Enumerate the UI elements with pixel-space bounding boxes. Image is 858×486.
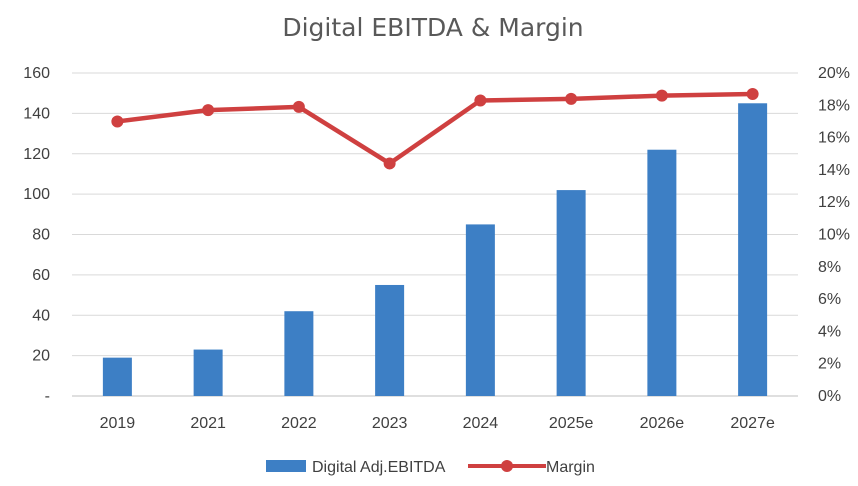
bar	[647, 149, 677, 396]
left-axis-tick-label: 100	[23, 186, 50, 203]
right-axis-tick-label: 20%	[818, 65, 850, 82]
margin-point	[565, 92, 578, 105]
left-axis-tick-label: 80	[32, 227, 50, 244]
line-series	[111, 87, 759, 170]
left-axis: - 20 40 60 80 100 120 140 160	[23, 65, 50, 405]
x-axis-tick-label: 2022	[281, 415, 317, 432]
margin-line	[117, 91, 753, 166]
legend: Digital Adj.EBITDA Margin	[266, 459, 595, 476]
margin-point	[292, 100, 305, 113]
x-axis-tick-label: 2023	[372, 415, 408, 432]
x-axis-tick-label: 2027e	[730, 415, 775, 432]
bar	[465, 224, 495, 396]
bar	[556, 190, 586, 396]
right-axis-tick-label: 12%	[818, 194, 850, 211]
left-axis-tick-label: 140	[23, 105, 50, 122]
bar	[102, 357, 132, 396]
left-axis-tick-label: 120	[23, 146, 50, 163]
right-axis-tick-label: 18%	[818, 97, 850, 114]
legend-line-label: Margin	[546, 459, 595, 476]
right-axis-tick-label: 6%	[818, 291, 841, 308]
right-axis-tick-label: 10%	[818, 227, 850, 244]
x-axis-tick-label: 2026e	[640, 415, 685, 432]
x-axis: 2019 2021 2022 2023 2024 2025e 2026e 2027e	[100, 415, 775, 432]
margin-point	[474, 94, 487, 107]
right-axis-tick-label: 0%	[818, 388, 841, 405]
bar	[193, 349, 223, 396]
bar-series	[102, 103, 768, 396]
right-axis: 0% 2% 4% 6% 8% 10% 12% 14% 16% 18% 20%	[818, 65, 850, 405]
bar	[375, 284, 405, 396]
x-axis-tick-label: 2025e	[549, 415, 594, 432]
legend-bar-label: Digital Adj.EBITDA	[312, 459, 446, 476]
margin-point	[202, 104, 215, 117]
right-axis-tick-label: 8%	[818, 259, 841, 276]
left-axis-tick-label: 40	[32, 307, 50, 324]
margin-point	[746, 87, 759, 100]
bar	[738, 103, 768, 396]
left-axis-tick-label: 60	[32, 267, 50, 284]
right-axis-tick-label: 4%	[818, 323, 841, 340]
legend-line-marker	[501, 460, 513, 472]
left-axis-tick-label: 160	[23, 65, 50, 82]
right-axis-tick-label: 14%	[818, 162, 850, 179]
margin-point	[111, 115, 124, 128]
right-axis-tick-label: 16%	[818, 130, 850, 147]
x-axis-tick-label: 2024	[463, 415, 499, 432]
margin-point	[655, 89, 668, 102]
x-axis-tick-label: 2021	[190, 415, 226, 432]
left-axis-tick-label: -	[45, 388, 50, 405]
x-axis-tick-label: 2019	[100, 415, 136, 432]
gridlines	[72, 72, 798, 397]
right-axis-tick-label: 2%	[818, 356, 841, 373]
bar	[284, 311, 314, 396]
legend-bar-swatch	[266, 460, 306, 472]
margin-point	[383, 157, 396, 170]
left-axis-tick-label: 20	[32, 348, 50, 365]
chart-title: Digital EBITDA & Margin	[282, 13, 583, 42]
